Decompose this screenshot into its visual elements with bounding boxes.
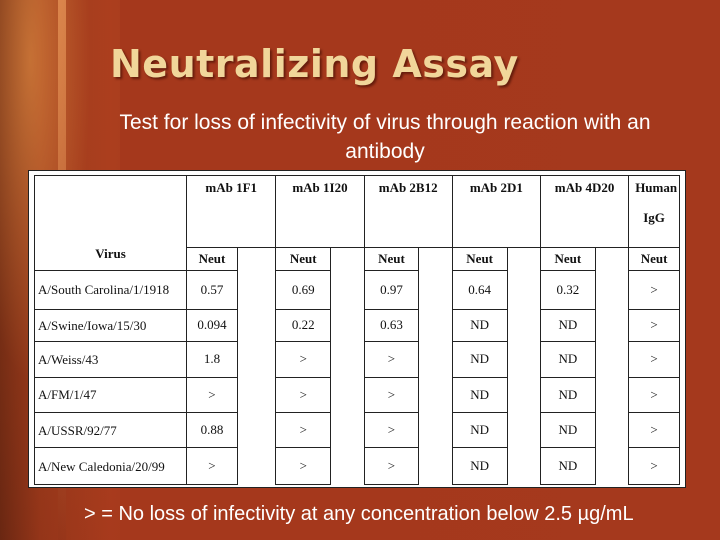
value-cell: > (275, 376, 332, 414)
neut-label: Neut (628, 246, 680, 272)
value-cell: 0.64 (451, 270, 508, 310)
value-cell: > (363, 447, 420, 485)
table-row: A/Swine/Iowa/15/30 0.094 0.22 0.63 ND ND… (33, 308, 680, 343)
value-cell: > (363, 412, 420, 449)
footnote: > = No loss of infectivity at any concen… (84, 503, 634, 525)
neutralization-table: Virus mAb 1F1 mAb 1I20 mAb 2B12 mAb 2D1 … (33, 174, 680, 485)
measure-header-row: Neut Neut Neut Neut Neut Neut (35, 246, 680, 272)
value-cell: ND (451, 412, 508, 449)
value-cell: > (628, 270, 680, 310)
virus-name: A/Weiss/43 (33, 341, 188, 378)
value-cell: ND (451, 308, 508, 343)
neut-label: Neut (539, 246, 596, 272)
value-cell: 0.32 (539, 270, 596, 310)
value-cell: ND (451, 447, 508, 485)
value-cell: ND (451, 376, 508, 414)
antibody-header: mAb 2D1 (451, 175, 541, 248)
value-cell: > (628, 376, 680, 414)
slide-subtitle: Test for loss of infectivity of virus th… (119, 111, 651, 163)
value-cell: > (275, 412, 332, 449)
value-cell: ND (539, 376, 596, 414)
value-cell: 0.97 (363, 270, 420, 310)
virus-name: A/USSR/92/77 (33, 412, 188, 449)
table-row: A/New Caledonia/20/99 > > > ND ND > (33, 447, 680, 485)
virus-name: A/South Carolina/1/1918 (33, 270, 188, 310)
antibody-header: mAb 4D20 (539, 175, 630, 248)
value-cell: 0.88 (186, 412, 238, 449)
table-row: A/FM/1/47 > > > ND ND > (33, 376, 680, 414)
antibody-header: mAb 1I20 (275, 175, 365, 248)
value-cell: 0.094 (186, 308, 238, 343)
virus-header: Virus (33, 174, 188, 272)
antibody-header-line1: Human (635, 180, 678, 195)
table-row: A/South Carolina/1/1918 0.57 0.69 0.97 0… (33, 270, 680, 310)
value-cell: > (628, 412, 680, 449)
antibody-header-line2: IgG (643, 210, 665, 225)
antibody-header: mAb 2B12 (363, 175, 453, 248)
neut-label: Neut (363, 246, 420, 272)
value-cell: ND (451, 341, 508, 378)
value-cell: > (628, 308, 680, 343)
virus-name: A/FM/1/47 (33, 376, 188, 414)
value-cell: ND (539, 341, 596, 378)
neut-label: Neut (186, 246, 238, 272)
value-cell: > (363, 341, 420, 378)
value-cell: > (275, 447, 332, 485)
neut-label: Neut (275, 246, 332, 272)
value-cell: > (628, 341, 680, 378)
value-cell: ND (539, 308, 596, 343)
slide-title: Neutralizing Assay (110, 42, 519, 86)
table-row: A/USSR/92/77 0.88 > > ND ND > (33, 412, 680, 449)
value-cell: 0.69 (275, 270, 332, 310)
virus-name: A/Swine/Iowa/15/30 (33, 308, 188, 343)
value-cell: > (186, 447, 238, 485)
antibody-header: mAb 1F1 (186, 175, 277, 248)
value-cell: 1.8 (186, 341, 238, 378)
table-row: A/Weiss/43 1.8 > > ND ND > (33, 341, 680, 378)
antibody-header-row: Virus mAb 1F1 mAb 1I20 mAb 2B12 mAb 2D1 … (33, 174, 680, 272)
value-cell: 0.22 (275, 308, 332, 343)
value-cell: 0.57 (186, 270, 238, 310)
virus-name: A/New Caledonia/20/99 (33, 447, 188, 485)
value-cell: 0.63 (363, 308, 420, 343)
value-cell: > (275, 341, 332, 378)
value-cell: ND (539, 447, 596, 485)
results-table-frame: Virus mAb 1F1 mAb 1I20 mAb 2B12 mAb 2D1 … (28, 170, 686, 488)
value-cell: > (186, 376, 238, 414)
antibody-header: Human IgG (628, 175, 680, 248)
value-cell: > (363, 376, 420, 414)
neut-label: Neut (451, 246, 508, 272)
value-cell: > (628, 447, 680, 485)
value-cell: ND (539, 412, 596, 449)
